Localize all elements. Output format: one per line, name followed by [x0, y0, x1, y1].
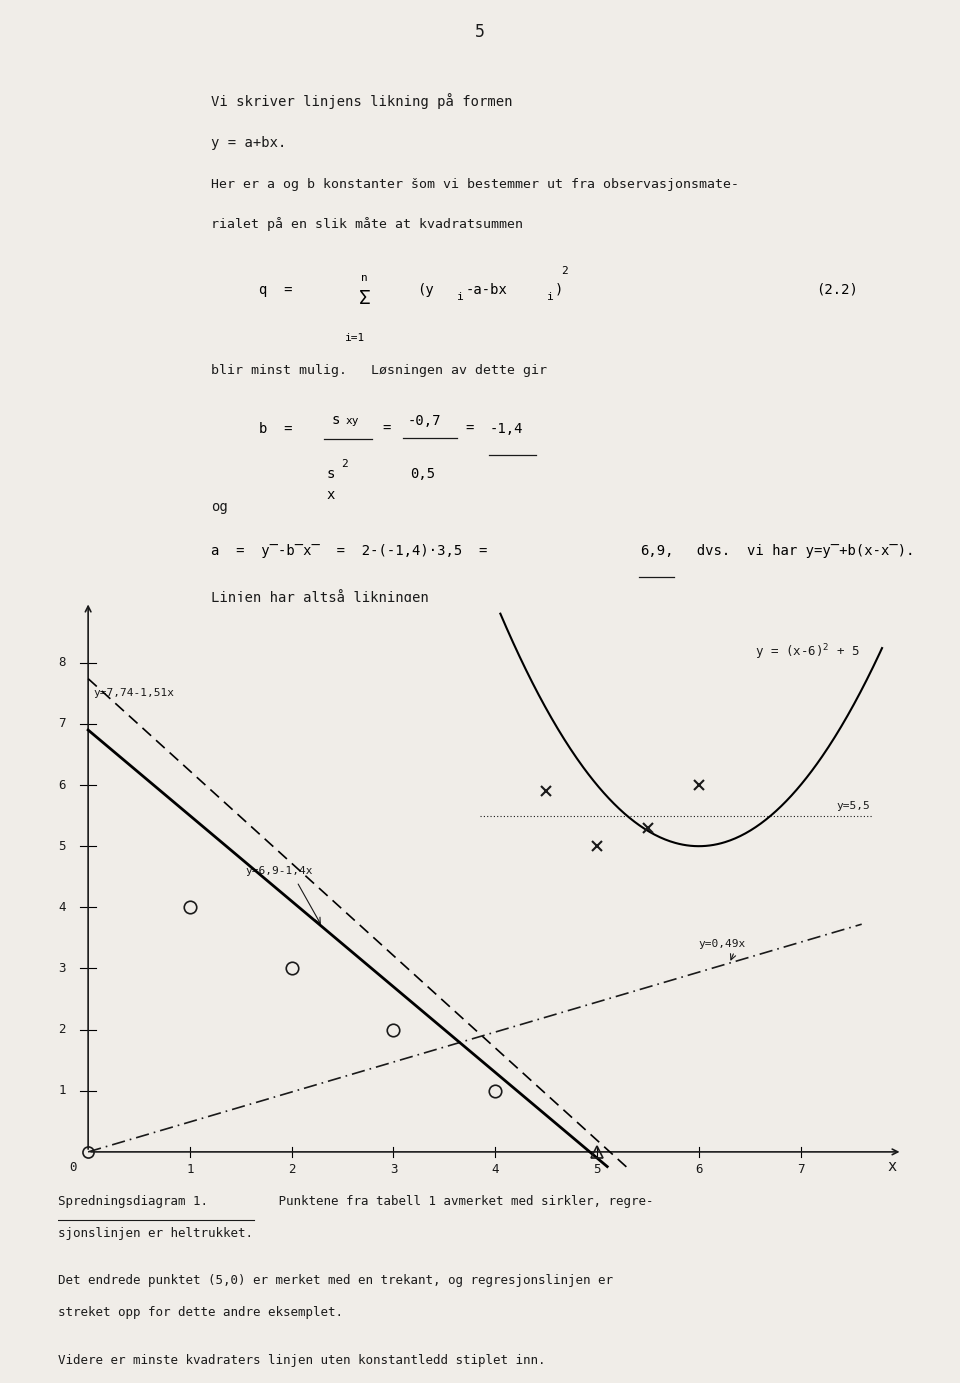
Text: y  =  6,9  -  1,4x. = 2-1,4(x-3,5).: y = 6,9 - 1,4x. = 2-1,4(x-3,5).	[211, 635, 504, 649]
Text: 5: 5	[59, 839, 65, 853]
Text: 6: 6	[695, 1163, 703, 1177]
Text: 5: 5	[475, 24, 485, 41]
Text: x: x	[326, 488, 335, 502]
Text: -1,4: -1,4	[490, 422, 523, 436]
Text: =: =	[466, 422, 474, 436]
Text: Σ: Σ	[359, 289, 371, 308]
Text: 8: 8	[59, 657, 65, 669]
Text: 2: 2	[288, 1163, 296, 1177]
Text: y=6,9-1,4x: y=6,9-1,4x	[246, 866, 313, 875]
Text: 3: 3	[59, 963, 65, 975]
Text: y=7,74-1,51x: y=7,74-1,51x	[93, 689, 174, 698]
Text: 2: 2	[59, 1023, 65, 1036]
Text: (2.2): (2.2)	[816, 282, 858, 297]
Text: y=0,49x: y=0,49x	[699, 939, 746, 949]
Text: y = (x-6)$^2$ + 5: y = (x-6)$^2$ + 5	[755, 643, 859, 662]
Text: 5: 5	[593, 1163, 601, 1177]
Text: 1: 1	[59, 1084, 65, 1097]
Text: 0: 0	[69, 1162, 77, 1174]
Text: i: i	[457, 292, 464, 301]
Text: -a-bx: -a-bx	[466, 282, 508, 297]
Text: n: n	[361, 274, 369, 284]
Text: Her er a og b konstanter šom vi bestemmer ut fra observasjonsmate-: Her er a og b konstanter šom vi bestemme…	[211, 178, 739, 191]
Text: 2: 2	[562, 266, 568, 275]
Text: y=5,5: y=5,5	[836, 802, 870, 812]
Text: rialet på en slik måte at kvadratsummen: rialet på en slik måte at kvadratsummen	[211, 217, 523, 231]
Text: xy: xy	[346, 416, 359, 426]
Text: 0,5: 0,5	[410, 467, 435, 481]
Text: Vi skriver linjens likning på formen: Vi skriver linjens likning på formen	[211, 93, 513, 109]
Text: Punktene fra tabell 1 avmerket med sirkler, regre-: Punktene fra tabell 1 avmerket med sirkl…	[256, 1195, 654, 1207]
Text: s: s	[331, 412, 340, 427]
Text: s: s	[326, 467, 335, 481]
Text: ): )	[555, 282, 564, 297]
Text: 1: 1	[186, 1163, 194, 1177]
Text: 6: 6	[59, 779, 65, 791]
Text: Spredningsdiagram 1.: Spredningsdiagram 1.	[58, 1195, 207, 1207]
Text: b  =: b =	[259, 422, 293, 436]
Text: og: og	[211, 499, 228, 513]
Text: streket opp for dette andre eksemplet.: streket opp for dette andre eksemplet.	[58, 1306, 343, 1319]
Text: 4: 4	[492, 1163, 499, 1177]
Text: Linjen har altså likningen: Linjen har altså likningen	[211, 589, 429, 606]
Text: 2: 2	[341, 459, 348, 469]
Text: q  =: q =	[259, 282, 293, 297]
Text: (y: (y	[418, 282, 434, 297]
Text: 3: 3	[390, 1163, 397, 1177]
Text: a  =  y̅-b̅x̅  =  2-(-1,4)·3,5  =: a = y̅-b̅x̅ = 2-(-1,4)·3,5 =	[211, 545, 504, 559]
Text: x: x	[887, 1159, 897, 1174]
Text: 6,9,: 6,9,	[640, 545, 674, 559]
Text: i=1: i=1	[345, 333, 366, 343]
Text: blir minst mulig.   Løsningen av dette gir: blir minst mulig. Løsningen av dette gir	[211, 364, 547, 378]
Text: -0,7: -0,7	[408, 415, 442, 429]
Text: dvs.  vi har y=y̅+b(x-x̅).: dvs. vi har y=y̅+b(x-x̅).	[680, 545, 914, 559]
Text: i: i	[547, 292, 554, 301]
Text: 7: 7	[59, 718, 65, 730]
Text: Det endrede punktet (5,0) er merket med en trekant, og regresjonslinjen er: Det endrede punktet (5,0) er merket med …	[58, 1274, 612, 1288]
Text: 7: 7	[797, 1163, 804, 1177]
Text: sjonslinjen er heltrukket.: sjonslinjen er heltrukket.	[58, 1227, 252, 1239]
Text: =: =	[382, 422, 391, 436]
Text: Videre er minste kvadraters linjen uten konstantledd stiplet inn.: Videre er minste kvadraters linjen uten …	[58, 1354, 545, 1366]
Text: y = a+bx.: y = a+bx.	[211, 136, 287, 149]
Text: 4: 4	[59, 900, 65, 914]
